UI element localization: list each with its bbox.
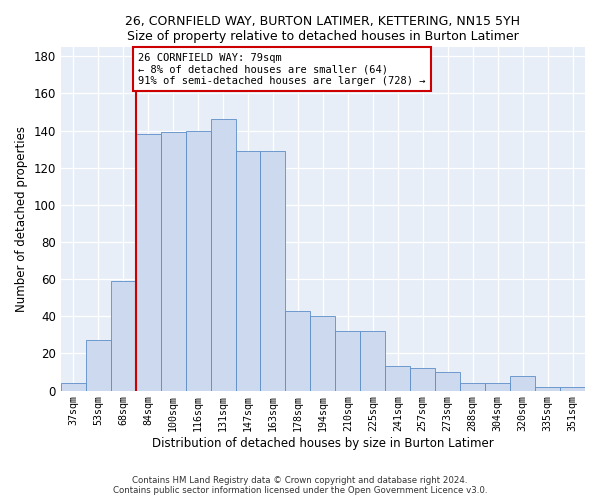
Bar (111, 281, 136, 390)
Bar (260, 151, 286, 390)
Bar (236, 151, 260, 390)
Bar (535, 387, 560, 390)
Bar (335, 331, 361, 390)
Bar (510, 376, 535, 390)
Bar (460, 383, 485, 390)
Bar (385, 366, 410, 390)
Bar (361, 331, 385, 390)
Bar (86, 340, 111, 390)
Bar (136, 134, 161, 390)
Bar (185, 130, 211, 390)
Y-axis label: Number of detached properties: Number of detached properties (15, 126, 28, 312)
Bar (211, 120, 236, 390)
Text: 26 CORNFIELD WAY: 79sqm
← 8% of detached houses are smaller (64)
91% of semi-det: 26 CORNFIELD WAY: 79sqm ← 8% of detached… (138, 52, 425, 86)
Title: 26, CORNFIELD WAY, BURTON LATIMER, KETTERING, NN15 5YH
Size of property relative: 26, CORNFIELD WAY, BURTON LATIMER, KETTE… (125, 15, 520, 43)
Text: Contains HM Land Registry data © Crown copyright and database right 2024.
Contai: Contains HM Land Registry data © Crown c… (113, 476, 487, 495)
Bar (410, 368, 435, 390)
Bar (560, 387, 585, 390)
X-axis label: Distribution of detached houses by size in Burton Latimer: Distribution of detached houses by size … (152, 437, 494, 450)
Bar (286, 310, 310, 390)
Bar (310, 316, 335, 390)
Bar (61, 383, 86, 390)
Bar (485, 383, 510, 390)
Bar (161, 132, 185, 390)
Bar (435, 372, 460, 390)
